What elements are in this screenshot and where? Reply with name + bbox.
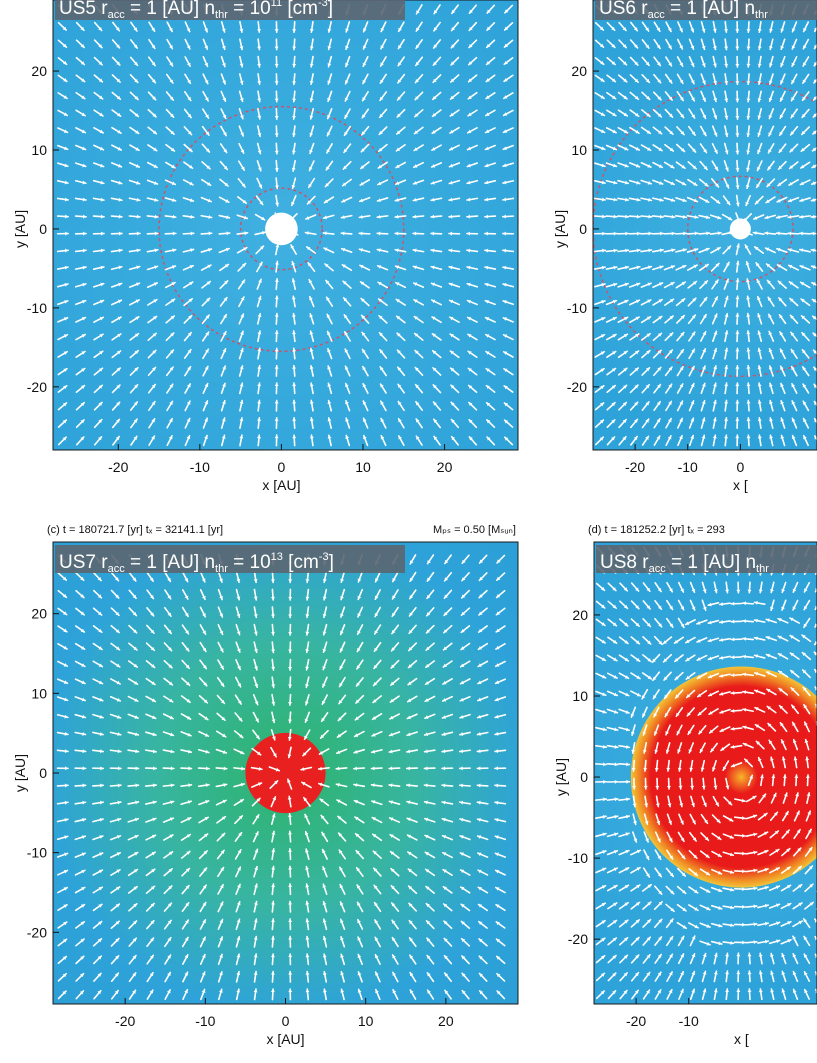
x-axis-label: x [AU] xyxy=(262,477,300,493)
x-tick-label: -10 xyxy=(195,1013,215,1029)
y-tick-label: -10 xyxy=(567,300,587,316)
panel-title: US6 racc = 1 [AU] nthr xyxy=(599,0,768,21)
panel-us8: US8 racc = 1 [AU] nthr(d) t = 181252.2 [… xyxy=(553,524,817,1047)
x-tick-label: 0 xyxy=(736,459,744,475)
panel-us5: US5 racc = 1 [AU] nthr = 1011 [cm-3] -20 -… xyxy=(12,0,518,493)
y-tick-label: -20 xyxy=(27,379,47,395)
y-tick-label: -20 xyxy=(567,379,587,395)
y-axis-label: y [AU] xyxy=(12,210,28,248)
panel-us6: US6 racc = 1 [AU] nthr -20 -10 0 -20 -10 0 10 20… xyxy=(552,0,817,493)
y-tick-label: 10 xyxy=(31,142,47,158)
panel-title: US7 racc = 1 [AU] nthr = 1013 [cm-3] xyxy=(59,551,334,575)
panel-header-left: (c) t = 180721.7 [yr] tₓ = 32141.1 [yr] xyxy=(47,524,223,536)
x-tick-label: -20 xyxy=(625,459,645,475)
panels: US5 racc = 1 [AU] nthr = 1011 [cm-3] -20 -… xyxy=(12,0,817,1047)
panel-header-right: Mₚₛ = 0.50 [Mₛᵤₙ] xyxy=(433,524,516,536)
x-tick-label: 0 xyxy=(278,459,286,475)
panel-us7: US7 racc = 1 [AU] nthr = 1013 [cm-3] (c) … xyxy=(12,524,518,1047)
x-axis-label: x [ xyxy=(733,477,748,493)
y-tick-label: 10 xyxy=(31,685,47,701)
x-tick-label: -10 xyxy=(678,459,698,475)
y-tick-label: -10 xyxy=(27,845,47,861)
core-region xyxy=(730,218,751,239)
y-tick-label: 10 xyxy=(571,142,587,158)
x-tick-label: 10 xyxy=(358,1013,374,1029)
y-axis-label: y [AU] xyxy=(552,210,568,248)
y-tick-label: 0 xyxy=(39,221,47,237)
x-tick-label: -20 xyxy=(108,459,128,475)
x-tick-label: 10 xyxy=(355,459,371,475)
plot-area xyxy=(593,0,817,450)
y-tick-label: 0 xyxy=(39,765,47,781)
y-tick-label: 0 xyxy=(579,221,587,237)
plot-area xyxy=(53,0,518,450)
x-tick-label: 20 xyxy=(438,1013,454,1029)
x-axis-label: x [AU] xyxy=(266,1031,304,1047)
y-tick-label: 20 xyxy=(31,63,47,79)
x-tick-label: 0 xyxy=(282,1013,290,1029)
panel-title: US5 racc = 1 [AU] nthr = 1011 [cm-3] xyxy=(59,0,333,21)
x-tick-label: 20 xyxy=(437,459,453,475)
y-tick-label: -20 xyxy=(27,924,47,940)
x-tick-label: -10 xyxy=(190,459,210,475)
y-tick-label: 20 xyxy=(571,63,587,79)
y-axis-label: y [AU] xyxy=(12,754,28,792)
x-tick-label: -20 xyxy=(115,1013,135,1029)
y-tick-label: -10 xyxy=(27,300,47,316)
plot-area xyxy=(53,542,518,1004)
y-tick-label: 20 xyxy=(31,606,47,622)
density-field xyxy=(593,0,817,450)
plot-area xyxy=(594,542,817,1004)
